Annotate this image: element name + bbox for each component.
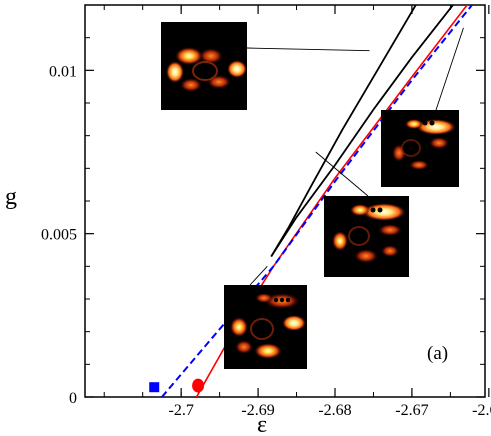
y-tick-label: 0.01: [49, 63, 77, 80]
panel-label: (a): [427, 343, 448, 364]
y-ticks: 0 0.005 0.01: [41, 4, 485, 407]
series-4-line: [161, 5, 474, 397]
inset-top: [161, 22, 247, 110]
inset-middle-connector: [315, 151, 369, 197]
inset-top-connector: [246, 47, 370, 52]
y-tick-label: 0.005: [41, 227, 77, 244]
series-1-line: [270, 5, 417, 257]
inset-middle: [324, 196, 409, 277]
marker-square: [149, 382, 160, 393]
y-tick-label: 0: [69, 390, 77, 407]
markers: [149, 378, 205, 393]
inset-right-connector: [435, 27, 464, 111]
x-tick-label: -2.66: [472, 402, 491, 419]
x-axis-label: ε: [257, 412, 267, 436]
x-tick-label: -2.7: [168, 402, 193, 419]
inset-connectors: [246, 27, 464, 286]
y-axis-label: g: [5, 184, 17, 210]
x-tick-label: -2.67: [395, 402, 428, 419]
x-ticks: -2.7 -2.69 -2.68 -2.67 -2.66: [103, 5, 491, 419]
x-tick-label: -2.69: [241, 402, 274, 419]
inset-bottom-connector: [249, 266, 268, 286]
series-2-line: [270, 5, 455, 257]
inset-bottom: [224, 285, 307, 369]
marker-circle: [192, 378, 205, 393]
x-tick-label: -2.68: [318, 402, 351, 419]
inset-right: [381, 110, 459, 187]
